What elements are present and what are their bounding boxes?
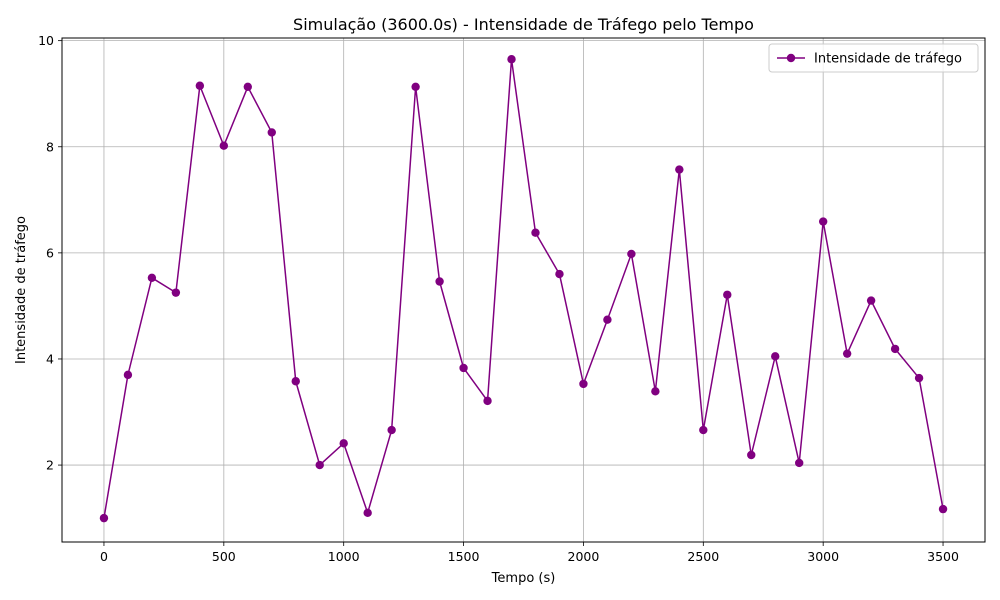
data-point: [507, 55, 516, 64]
chart-title: Simulação (3600.0s) - Intensidade de Trá…: [293, 15, 754, 34]
plot-frame: [61, 37, 986, 543]
y-tick-label: 8: [46, 139, 54, 154]
data-point: [483, 396, 492, 406]
data-point: [147, 273, 157, 282]
data-point: [579, 379, 588, 389]
data-point: [315, 460, 324, 470]
y-axis-ticks: 2 4 6 8 10: [38, 33, 62, 473]
x-tick-label: 0: [100, 549, 108, 564]
grid: [62, 38, 985, 542]
data-point: [99, 513, 109, 523]
x-axis-ticks: 0 500 1000 1500 2000 2500 3000 3500: [100, 542, 959, 564]
data-point: [723, 290, 732, 299]
y-axis-label: Intensidade de tráfego: [14, 216, 29, 364]
data-point: [459, 363, 468, 373]
data-point: [795, 458, 804, 468]
x-tick-label: 3000: [807, 549, 839, 564]
x-tick-label: 3500: [927, 549, 959, 564]
data-point: [747, 450, 756, 460]
data-point: [339, 439, 348, 448]
plot-area: [62, 38, 985, 542]
data-point: [411, 82, 420, 92]
data-point: [914, 373, 924, 383]
data-point: [603, 315, 612, 324]
data-point: [363, 508, 372, 518]
data-point: [699, 425, 708, 435]
y-tick-label: 2: [46, 458, 54, 473]
series-layer: [99, 55, 948, 523]
data-point: [627, 249, 636, 259]
data-point: [123, 370, 133, 380]
data-point: [267, 128, 276, 137]
data-point: [842, 349, 852, 358]
legend: Intensidade de tráfego: [768, 43, 979, 73]
data-point: [771, 352, 780, 361]
data-point: [531, 228, 540, 237]
data-point: [651, 387, 660, 396]
data-point: [387, 425, 396, 435]
data-point: [219, 141, 229, 150]
x-axis-label: Tempo (s): [491, 571, 556, 586]
data-point: [195, 81, 205, 90]
data-point: [818, 217, 828, 226]
legend-box: [768, 43, 979, 73]
x-tick-label: 2000: [568, 549, 600, 564]
data-point: [890, 344, 900, 354]
x-tick-label: 1000: [328, 549, 360, 564]
data-point: [243, 82, 252, 92]
data-point: [435, 277, 444, 286]
data-point: [171, 288, 181, 297]
data-point: [938, 504, 948, 514]
data-point: [291, 377, 300, 386]
y-tick-label: 6: [46, 245, 54, 260]
legend-label: Intensidade de tráfego: [814, 52, 962, 67]
y-tick-label: 10: [38, 33, 54, 48]
data-point: [866, 296, 876, 305]
y-tick-label: 4: [46, 351, 54, 366]
x-tick-label: 1500: [448, 549, 480, 564]
legend-marker-swatch: [786, 53, 796, 63]
x-tick-label: 500: [212, 549, 236, 564]
data-point: [555, 269, 564, 279]
data-point: [675, 165, 684, 174]
series-line: [103, 58, 944, 519]
x-tick-label: 2500: [687, 549, 719, 564]
